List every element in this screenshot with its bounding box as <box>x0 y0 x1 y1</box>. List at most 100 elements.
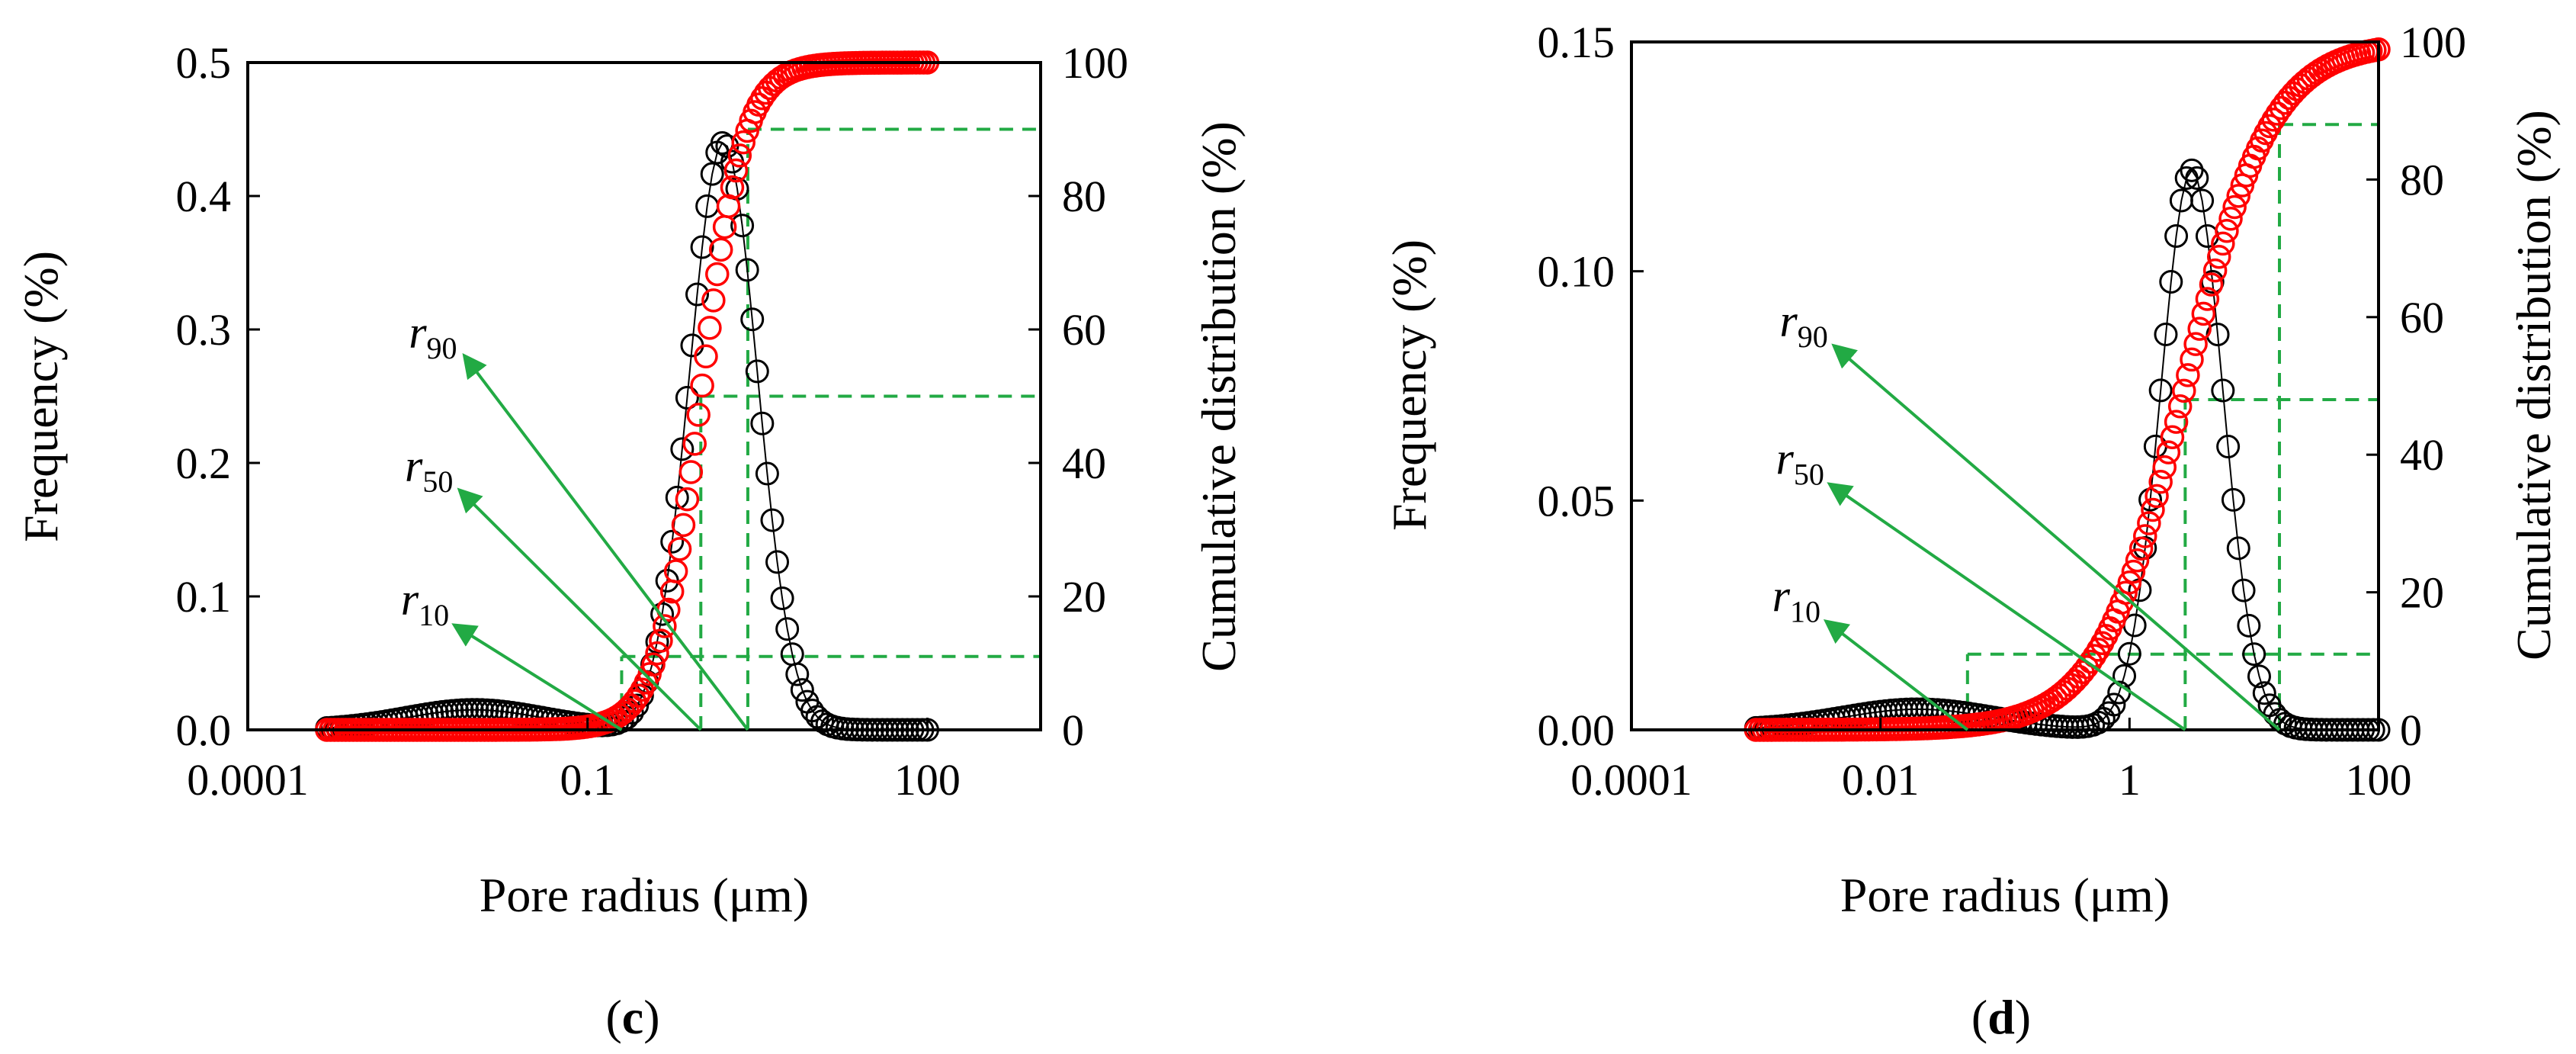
frequency-point <box>740 307 765 332</box>
panel-c-label: (c) <box>605 990 659 1044</box>
frequency-point <box>2216 435 2241 459</box>
cumulative-point <box>675 487 700 512</box>
frequency-point <box>775 617 800 641</box>
frequency-point <box>2211 378 2235 403</box>
x-tick-label: 1 <box>2119 755 2141 805</box>
frequency-point <box>685 282 710 307</box>
cumulative-point <box>2113 580 2138 605</box>
frequency-point <box>2159 269 2183 294</box>
cumulative-point <box>2226 184 2250 208</box>
cumulative-point <box>2078 649 2103 674</box>
left-tick-label: 0.3 <box>176 305 232 355</box>
percentile-label-r90: r90 <box>409 307 457 365</box>
cumulative-point <box>723 158 749 183</box>
percentile-label-r10: r10 <box>1772 571 1821 629</box>
percentile-label-r50: r50 <box>405 441 453 499</box>
plot-d-x-ticks: 0.0001 0.01 1 100 <box>1570 718 2412 805</box>
percentile-arrow <box>462 352 749 731</box>
left-tick-label: 0.1 <box>176 572 232 622</box>
cumulative-point <box>2167 394 2193 419</box>
cumulative-point <box>2141 497 2165 522</box>
frequency-point <box>785 662 810 686</box>
percentile-arrow <box>457 487 702 731</box>
plot-c-x-ticks: 0.0001 0.1 100 <box>187 718 961 805</box>
frequency-point <box>2180 158 2204 182</box>
frequency-point <box>660 529 685 554</box>
percentile-subscript: 90 <box>1798 320 1828 354</box>
frequency-point <box>790 678 814 702</box>
cumulative-point <box>2176 363 2200 387</box>
plot-c-xlabel: Pore radius (μm) <box>480 868 809 922</box>
right-tick-label: 100 <box>1062 38 1128 88</box>
frequency-point <box>730 214 755 238</box>
cumulative-point <box>705 262 730 287</box>
cumulative-point <box>2133 524 2157 548</box>
right-tick-label: 40 <box>1062 439 1106 488</box>
frequency-point <box>760 508 784 532</box>
cumulative-point <box>2202 258 2228 283</box>
percentile-arrow <box>1827 482 2186 731</box>
cumulative-point <box>2261 108 2286 132</box>
cumulative-point <box>690 373 714 398</box>
percentile-subscript: 10 <box>1790 595 1821 629</box>
left-tick-label: 0.5 <box>176 38 232 88</box>
percentile-label-r50: r50 <box>1776 433 1824 491</box>
cumulative-point <box>2218 207 2243 231</box>
left-tick-label: 0.00 <box>1538 705 1615 755</box>
cumulative-point <box>727 143 752 168</box>
cumulative-point <box>2117 570 2142 595</box>
cumulative-point <box>645 641 669 666</box>
percentile-subscript: 90 <box>427 331 457 365</box>
frequency-point <box>670 437 695 461</box>
plot-d-frame <box>1630 40 2380 731</box>
plot-d-xlabel: Pore radius (μm) <box>1840 868 2170 922</box>
plot-d-ylabel-right: Cumulative distribution (%) <box>2507 110 2561 660</box>
plot-c-right-ticks: 0 20 40 60 80 100 <box>1028 38 1128 755</box>
frequency-point <box>2242 642 2266 667</box>
right-tick-label: 60 <box>1062 305 1106 355</box>
percentile-subscript: 10 <box>419 598 449 632</box>
percentile-label-r90: r90 <box>1779 296 1827 354</box>
cumulative-point <box>2148 470 2173 494</box>
plot-d-left-ticks: 0.00 0.05 0.10 0.15 <box>1538 18 1644 755</box>
cumulative-point <box>708 237 733 262</box>
left-tick-label: 0.15 <box>1538 18 1615 67</box>
frequency-line <box>1756 169 2379 731</box>
cumulative-point <box>2121 559 2146 584</box>
right-tick-label: 40 <box>2400 430 2444 480</box>
frequency-point <box>700 162 724 186</box>
cumulative-point <box>2145 484 2169 509</box>
frequency-point <box>755 461 779 486</box>
plot-c-percentile-labels: r10 r50 r90 <box>401 307 749 731</box>
frequency-line <box>326 142 928 731</box>
cumulative-point <box>731 130 755 155</box>
cumulative-point <box>2211 231 2235 256</box>
percentile-arrow <box>1831 343 2281 731</box>
percentile-subscript: 50 <box>422 464 453 499</box>
right-tick-label: 20 <box>2400 568 2444 618</box>
cumulative-point <box>698 316 722 340</box>
frequency-point <box>2252 681 2276 705</box>
panel-d: 0.00 0.05 0.10 0.15 0 20 40 60 80 100 0.0001 0.01… <box>1382 18 2561 1044</box>
right-tick-label: 100 <box>2400 18 2466 67</box>
frequency-point <box>2226 536 2250 561</box>
cumulative-point <box>720 175 745 200</box>
frequency-point <box>675 386 699 410</box>
panel-d-label: (d) <box>1971 990 2031 1044</box>
frequency-point <box>2221 487 2245 512</box>
x-tick-label: 0.01 <box>1842 755 1920 805</box>
plot-d-ylabel-left: Frequency (%) <box>1382 239 1436 531</box>
frequency-point <box>2247 664 2271 689</box>
cumulative-point <box>2215 219 2239 243</box>
cumulative-point <box>2164 410 2189 434</box>
right-tick-label: 80 <box>2400 155 2444 204</box>
right-tick-label: 20 <box>1062 572 1106 622</box>
plot-c-frame <box>246 61 1042 731</box>
percentile-label-r10: r10 <box>401 574 449 632</box>
left-tick-label: 0.4 <box>176 172 232 221</box>
frequency-point <box>690 235 714 259</box>
cumulative-point <box>678 460 704 484</box>
left-tick-label: 0.0 <box>176 705 232 755</box>
